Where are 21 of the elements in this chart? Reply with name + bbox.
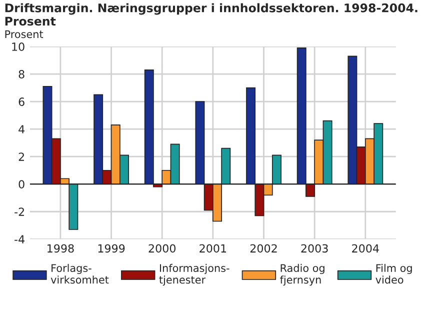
y-axis-title: Prosent bbox=[5, 30, 44, 38]
y-tick-label: 4 bbox=[18, 125, 24, 134]
chart-title: Driftsmargin. Næringsgrupper i innholdssektoren. 1998-2004. Prosent bbox=[5, 3, 418, 26]
x-tick-label: 2002 bbox=[250, 244, 277, 253]
legend-label: Radio og fjernsyn bbox=[280, 264, 324, 286]
y-tick-label: -4 bbox=[14, 235, 24, 244]
x-tick-label: 2003 bbox=[301, 244, 328, 253]
x-tick-label: 2001 bbox=[200, 244, 226, 253]
y-tick-label: 10 bbox=[12, 42, 24, 51]
y-tick-label: 0 bbox=[18, 180, 24, 188]
y-tick-label: 2 bbox=[18, 152, 24, 161]
y-tick-label: 6 bbox=[18, 98, 24, 106]
x-tick-label: 2000 bbox=[148, 244, 176, 253]
x-tick-label: 1999 bbox=[98, 244, 125, 253]
x-tick-label: 1998 bbox=[48, 244, 74, 253]
x-tick-label: 2004 bbox=[352, 244, 379, 253]
y-tick-label: 8 bbox=[18, 70, 24, 78]
legend-label: Film og video bbox=[376, 264, 412, 284]
legend-label: Forlags- virksomhet bbox=[50, 264, 109, 284]
y-tick-label: -2 bbox=[14, 208, 24, 216]
legend-label: Informasjons- tjenester bbox=[159, 264, 230, 286]
